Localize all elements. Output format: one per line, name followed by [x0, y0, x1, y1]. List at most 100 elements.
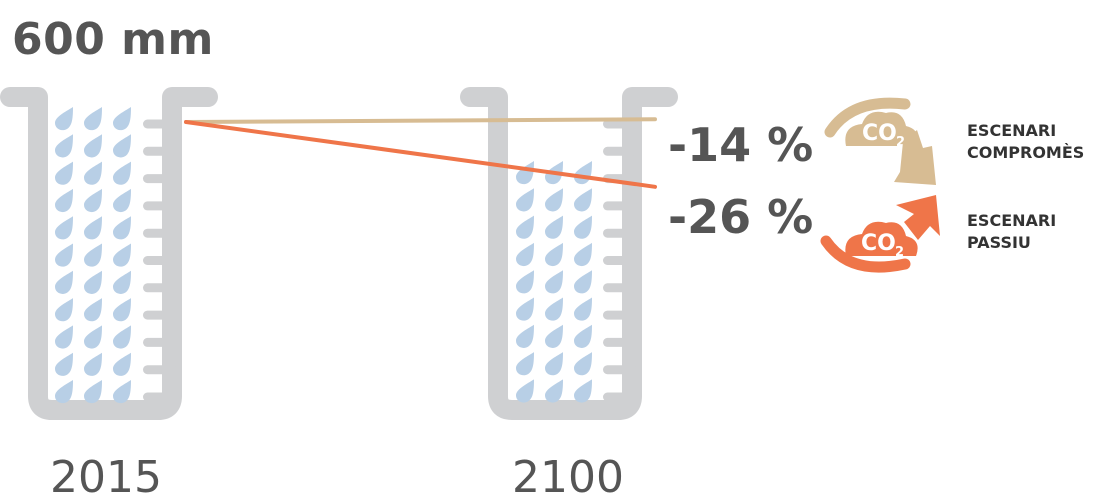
rain-drop: [113, 134, 131, 158]
rain-drop: [84, 352, 102, 376]
rain-drop: [84, 380, 102, 404]
rain-drop: [545, 242, 563, 267]
rain-drop: [113, 243, 131, 267]
rain-drop: [574, 215, 592, 239]
scale-tick: [143, 174, 177, 184]
rain-drop: [113, 161, 131, 185]
rain-drop: [574, 324, 592, 348]
rain-drop: [84, 243, 102, 267]
rain-drop: [545, 215, 563, 239]
rain-drop: [516, 297, 534, 321]
scale-tick: [603, 228, 637, 238]
beaker-2100-ticks: [603, 119, 637, 402]
scenario-label-passiu-line1: ESCENARI: [967, 211, 1057, 230]
scale-tick: [143, 392, 177, 402]
scale-tick: [143, 119, 177, 129]
rain-drop: [545, 352, 563, 376]
rain-drop: [574, 161, 592, 185]
rain-drop: [55, 188, 73, 213]
scale-tick: [603, 310, 637, 320]
beaker-2100-drops: [516, 161, 592, 403]
co2-compromes-sub: 2: [896, 135, 905, 150]
year-start: 2015: [50, 452, 162, 503]
co2-passiu-text: CO: [861, 231, 896, 256]
scale-tick: [143, 256, 177, 265]
scale-tick: [143, 228, 177, 238]
rain-drop: [574, 270, 592, 294]
scale-tick: [143, 146, 177, 156]
scale-tick: [603, 365, 637, 375]
rain-drop: [516, 188, 534, 212]
co2-cloud-passiu-icon: CO 2: [820, 195, 940, 273]
scale-tick: [603, 146, 637, 156]
scale-tick: [143, 310, 177, 320]
rain-drop: [545, 379, 563, 403]
rain-drop: [55, 298, 73, 322]
rain-drop: [55, 270, 73, 294]
scenario-line-compromes: [184, 117, 657, 124]
scale-tick: [143, 337, 177, 347]
page-title: 600 mm: [12, 14, 214, 65]
beaker-2015-outline: [0, 87, 218, 420]
rain-drop: [84, 298, 102, 322]
rain-drop: [84, 188, 102, 213]
co2-compromes-text: CO: [862, 121, 897, 146]
rain-drop: [113, 380, 131, 404]
rain-drop: [516, 324, 534, 348]
rain-drop: [113, 325, 131, 349]
rain-drop: [84, 134, 102, 158]
scale-tick: [603, 119, 637, 129]
rain-drop: [113, 352, 131, 376]
scale-tick: [603, 337, 637, 347]
scenario-label-compromes-line2: COMPROMÈS: [967, 143, 1085, 162]
rain-drop: [574, 242, 592, 267]
rain-drop: [545, 270, 563, 294]
scale-tick: [603, 283, 637, 293]
year-end: 2100: [512, 452, 624, 503]
scale-tick: [143, 201, 177, 211]
rain-drop: [113, 216, 131, 240]
rain-drop: [84, 325, 102, 349]
rain-drop: [55, 352, 73, 376]
scenario-label-passiu-line2: PASSIU: [967, 233, 1031, 252]
beaker-2015-drops: [55, 107, 131, 404]
rain-drop: [55, 380, 73, 404]
scenario-label-compromes: ESCENARI COMPROMÈS: [967, 120, 1084, 164]
rain-drop: [55, 216, 73, 240]
co2-cloud-compromes-icon: CO 2: [824, 97, 936, 185]
rain-drop: [516, 161, 534, 185]
scale-tick: [603, 201, 637, 211]
arrow-up-icon: [896, 195, 940, 240]
rain-drop: [574, 352, 592, 376]
change-passiu: -26 %: [668, 190, 814, 244]
rain-drop: [574, 188, 592, 212]
beaker-2015-ticks: [143, 119, 177, 402]
scale-tick: [603, 256, 637, 265]
scale-tick: [603, 392, 637, 402]
beaker-2015: [0, 87, 218, 420]
co2-passiu-sub: 2: [895, 245, 904, 260]
beaker-2100: [460, 87, 678, 420]
scale-tick: [143, 283, 177, 293]
rain-drop: [84, 216, 102, 240]
rain-drop: [84, 270, 102, 294]
rain-drop: [113, 188, 131, 213]
rain-drop: [55, 107, 73, 131]
arrow-down-icon: [894, 130, 936, 185]
rain-drop: [545, 324, 563, 348]
rain-drop: [545, 297, 563, 321]
rain-drop: [545, 188, 563, 212]
rain-drop: [574, 379, 592, 403]
scenario-line-passiu: [184, 120, 657, 189]
change-compromes: -14 %: [668, 118, 814, 172]
rain-drop: [516, 242, 534, 267]
scenario-label-passiu: ESCENARI PASSIU: [967, 210, 1056, 254]
scale-tick: [143, 365, 177, 375]
rain-drop: [516, 352, 534, 376]
rain-drop: [84, 161, 102, 185]
rain-drop: [516, 215, 534, 239]
rain-drop: [113, 298, 131, 322]
rain-drop: [55, 134, 73, 158]
scenario-label-compromes-line1: ESCENARI: [967, 121, 1057, 140]
